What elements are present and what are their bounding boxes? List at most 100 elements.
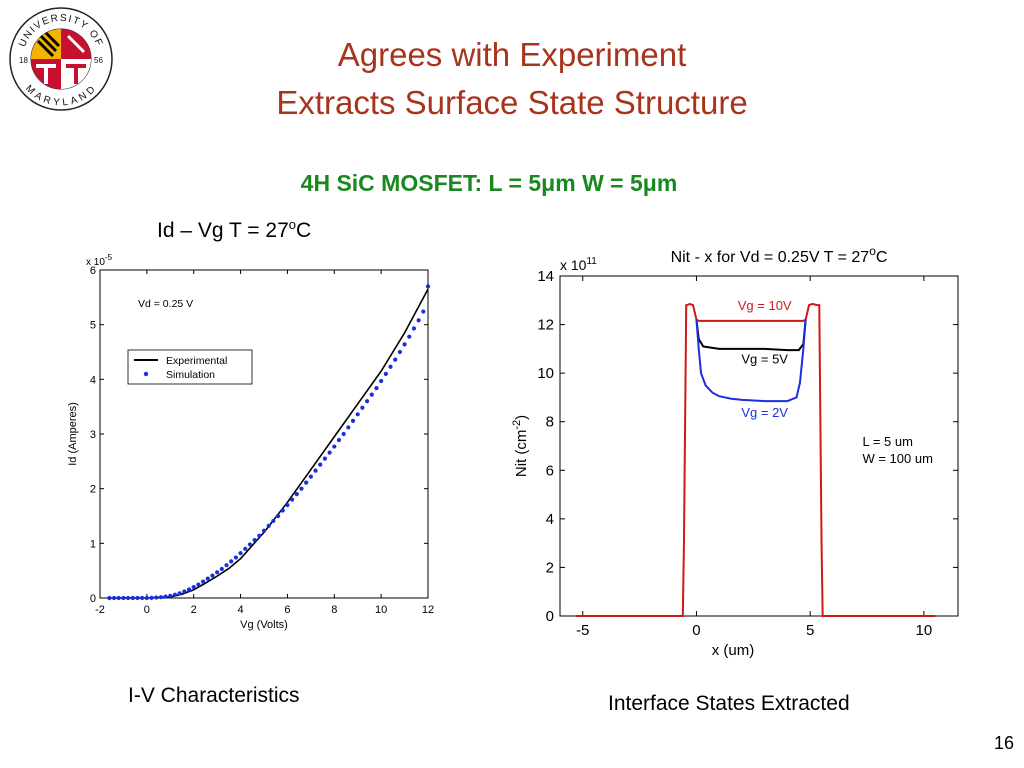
iv-simulation-point bbox=[388, 364, 393, 369]
iv-simulation-point bbox=[369, 392, 374, 397]
iv-simulation-point bbox=[243, 546, 248, 551]
iv-simulation-point bbox=[336, 437, 342, 443]
iv-simulation-point bbox=[168, 593, 173, 598]
nit-y-tick-label: 2 bbox=[546, 559, 554, 576]
iv-simulation-point bbox=[393, 357, 398, 362]
iv-simulation-point bbox=[360, 405, 365, 410]
iv-simulation-point bbox=[294, 492, 299, 497]
nit-series-line-0 bbox=[575, 302, 936, 617]
logo-year-left: 18 bbox=[19, 56, 28, 65]
nit-y-axis-label: Nit (cm-2) bbox=[511, 415, 530, 477]
iv-simulation-point bbox=[308, 474, 313, 479]
iv-simulation-point bbox=[421, 309, 426, 314]
iv-simulation-point bbox=[182, 589, 187, 594]
iv-simulation-point bbox=[186, 587, 192, 592]
iv-y-tick-label: 6 bbox=[90, 265, 96, 277]
iv-x-tick-label: 6 bbox=[284, 604, 290, 616]
iv-simulation-point bbox=[252, 537, 257, 543]
nit-chart-title: Nit - x for Vd = 0.25V T = 27oC bbox=[671, 244, 888, 266]
iv-x-tick-label: 12 bbox=[422, 604, 434, 616]
nit-x-tick-label: 0 bbox=[692, 622, 700, 639]
nit-y-tick-label: 14 bbox=[537, 268, 554, 285]
iv-simulation-point bbox=[304, 480, 309, 485]
iv-simulation-point bbox=[383, 371, 388, 376]
nit-y-tick-label: 12 bbox=[537, 317, 554, 334]
device-description: 4H SiC MOSFET: L = 5μm W = 5μm bbox=[0, 170, 978, 197]
iv-simulation-point bbox=[275, 513, 281, 519]
nit-plot-area bbox=[559, 275, 959, 617]
iv-simulation-point bbox=[135, 595, 140, 601]
iv-simulation-point bbox=[355, 412, 360, 417]
nit-x-tick-label: 10 bbox=[916, 622, 933, 639]
iv-simulation-point bbox=[215, 570, 220, 575]
iv-x-tick-label: 0 bbox=[144, 604, 150, 616]
device-suffix: m bbox=[656, 170, 678, 196]
nit-y-multiplier: x 1011 bbox=[560, 256, 597, 273]
iv-simulation-point bbox=[111, 595, 117, 601]
page-number: 16 bbox=[993, 733, 1014, 753]
iv-simulation-point bbox=[318, 462, 323, 467]
iv-y-tick-label: 4 bbox=[90, 374, 96, 386]
iv-simulation-point bbox=[177, 591, 182, 596]
iv-annotation: Vd = 0.25 V bbox=[138, 298, 193, 310]
iv-simulation-point bbox=[130, 595, 135, 601]
iv-x-axis-label: Vg (Volts) bbox=[240, 619, 288, 631]
iv-y-axis-label: Id (Amperes) bbox=[67, 402, 79, 466]
university-logo: UNIVERSITY OF MARYLAND 18 56 bbox=[9, 7, 113, 111]
iv-y-multiplier: x 10-5 bbox=[86, 253, 113, 268]
nit-x-tick-label: -5 bbox=[576, 622, 589, 639]
iv-simulation-point bbox=[154, 595, 159, 600]
iv-series-experimental bbox=[109, 288, 429, 599]
iv-simulation-point bbox=[144, 595, 149, 601]
iv-simulation-point bbox=[374, 385, 379, 391]
iv-simulation-point bbox=[224, 563, 229, 568]
iv-simulation-point bbox=[397, 349, 402, 355]
nit-y-tick-label: 6 bbox=[546, 462, 554, 479]
iv-simulation-point bbox=[407, 334, 412, 339]
iv-y-tick-label: 5 bbox=[90, 320, 96, 332]
nit-y-tick-label: 10 bbox=[537, 365, 554, 382]
nit-annotation-width: W = 100 um bbox=[862, 451, 932, 466]
iv-simulation-point bbox=[140, 595, 145, 601]
iv-simulation-point bbox=[121, 595, 126, 601]
caption-interface-states: Interface States Extracted bbox=[608, 692, 850, 715]
nit-chart: -5 0 5 10 0 2 4 6 8 10 12 14 Vg = 10V Vg = 5V Vg = 2V… bbox=[498, 240, 978, 670]
nit-y-tick-label: 4 bbox=[546, 511, 554, 528]
iv-simulation-point bbox=[172, 592, 178, 597]
nit-series-line-1 bbox=[695, 319, 807, 352]
iv-plot-area bbox=[99, 269, 429, 599]
legend-experimental: Experimental bbox=[166, 355, 227, 367]
iv-simulation-point bbox=[116, 595, 121, 601]
iv-simulation-point bbox=[238, 551, 243, 556]
iv-simulation-point bbox=[350, 418, 356, 423]
iv-x-tick-label: 4 bbox=[238, 604, 244, 616]
iv-y-tick-label: 2 bbox=[90, 484, 96, 496]
mu-symbol-2: μ bbox=[642, 170, 657, 196]
iv-simulation-point bbox=[425, 284, 431, 289]
nit-x-axis-label: x (um) bbox=[712, 642, 755, 659]
iv-header-degree: o bbox=[288, 217, 296, 232]
iv-simulation-point bbox=[126, 595, 131, 601]
logo-year-right: 56 bbox=[94, 56, 103, 65]
mu-symbol: μ bbox=[541, 170, 556, 196]
iv-simulation-point bbox=[402, 342, 407, 347]
iv-simulation-point bbox=[346, 425, 351, 430]
logo-flag-gold-quadrant bbox=[31, 29, 61, 59]
slide-title-line-1: Agrees with Experiment bbox=[337, 36, 687, 73]
iv-simulation-point bbox=[379, 378, 384, 384]
iv-y-tick-label: 3 bbox=[90, 429, 96, 441]
iv-simulation-point bbox=[285, 502, 290, 508]
nit-series-label: Vg = 2V bbox=[741, 405, 788, 420]
iv-simulation-point bbox=[411, 326, 417, 331]
nit-series-line-2 bbox=[695, 319, 807, 403]
iv-simulation-point bbox=[205, 576, 210, 581]
iv-simulation-point bbox=[271, 518, 276, 524]
nit-annotation-length: L = 5 um bbox=[862, 434, 912, 449]
iv-chart-header: Id – Vg T = 27oC bbox=[157, 217, 311, 243]
iv-simulation-point bbox=[322, 456, 328, 461]
nit-y-tick-label: 0 bbox=[546, 608, 554, 625]
iv-simulation-point bbox=[229, 559, 234, 564]
iv-y-tick-label: 0 bbox=[90, 593, 96, 605]
iv-simulation-point bbox=[233, 555, 238, 560]
device-prefix: 4H SiC MOSFET: L = 5 bbox=[300, 170, 542, 196]
